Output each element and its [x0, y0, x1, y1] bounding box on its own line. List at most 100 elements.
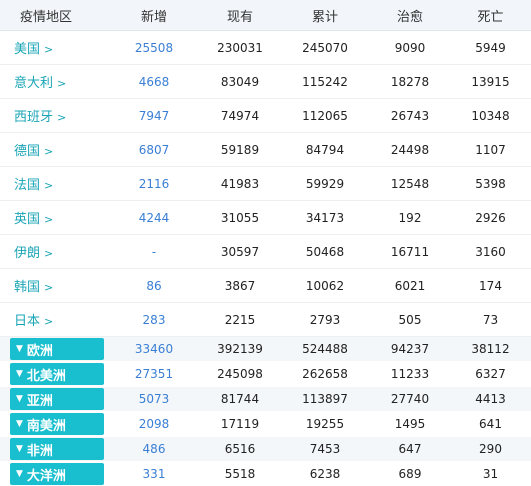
cell-dead: 5949	[475, 40, 506, 55]
continent-row: ▼ 非洲 486 6516 7453 647 290	[0, 437, 531, 461]
country-row[interactable]: 韩国 > 86 3867 10062 6021 174	[0, 269, 531, 303]
cell-current: 392139	[217, 342, 263, 356]
cell-current: 74974	[220, 108, 260, 123]
country-link[interactable]: 美国 >	[0, 38, 108, 57]
cell-current: 17119	[220, 417, 260, 431]
triangle-down-icon: ▼	[16, 394, 23, 404]
chevron-right-icon: >	[44, 179, 54, 192]
cell-cured: 16711	[390, 244, 430, 259]
cell-new: 331	[142, 467, 166, 481]
country-link[interactable]: 日本 >	[0, 310, 108, 329]
cell-current: 83049	[220, 74, 260, 89]
continent-toggle-button[interactable]: ▼ 亚洲	[10, 388, 104, 410]
cell-dead: 6327	[475, 367, 506, 381]
cell-new: 7947	[138, 108, 170, 123]
continent-toggle-button[interactable]: ▼ 南美洲	[10, 413, 104, 435]
cell-total: 262658	[302, 367, 348, 381]
cell-dead: 3160	[475, 244, 506, 259]
cell-cured: 192	[398, 210, 422, 225]
triangle-down-icon: ▼	[16, 444, 23, 454]
cell-current: 2215	[224, 312, 256, 327]
continent-toggle-button[interactable]: ▼ 大洋洲	[10, 463, 104, 485]
cell-total: 524488	[302, 342, 348, 356]
cell-dead: 174	[479, 278, 502, 293]
continent-row: ▼ 欧洲 33460 392139 524488 94237 38112	[0, 337, 531, 361]
header-cured: 治愈	[396, 9, 423, 25]
continent-name: 非洲	[26, 443, 53, 459]
cell-total: 34173	[305, 210, 345, 225]
country-row[interactable]: 法国 > 2116 41983 59929 12548 5398	[0, 167, 531, 201]
cell-current: 59189	[220, 142, 260, 157]
cell-current: 245098	[217, 367, 263, 381]
country-row[interactable]: 美国 > 25508 230031 245070 9090 5949	[0, 31, 531, 65]
table-header: 疫情地区 新增 现有 累计 治愈 死亡	[0, 0, 531, 31]
country-row[interactable]: 日本 > 283 2215 2793 505 73	[0, 303, 531, 337]
cell-cured: 647	[398, 442, 422, 456]
cell-new: 25508	[134, 40, 174, 55]
country-row[interactable]: 英国 > 4244 31055 34173 192 2926	[0, 201, 531, 235]
cell-dead: 1107	[475, 142, 506, 157]
country-name: 韩国	[14, 280, 41, 295]
country-name: 英国	[14, 212, 41, 227]
cell-new: 4244	[138, 210, 170, 225]
country-link[interactable]: 法国 >	[0, 174, 108, 193]
cell-cured: 12548	[390, 176, 430, 191]
chevron-right-icon: >	[44, 213, 54, 226]
country-link[interactable]: 韩国 >	[0, 276, 108, 295]
cell-cured: 18278	[390, 74, 430, 89]
cell-total: 19255	[305, 417, 345, 431]
triangle-down-icon: ▼	[16, 369, 23, 379]
continent-name: 欧洲	[26, 343, 53, 359]
cell-total: 10062	[305, 278, 345, 293]
cell-dead: 5398	[475, 176, 506, 191]
cell-cured: 1495	[394, 417, 426, 431]
country-row[interactable]: 德国 > 6807 59189 84794 24498 1107	[0, 133, 531, 167]
chevron-right-icon: >	[44, 281, 54, 294]
cell-current: 230031	[217, 40, 263, 55]
triangle-down-icon: ▼	[16, 419, 23, 429]
country-name: 法国	[14, 178, 41, 193]
country-link[interactable]: 英国 >	[0, 208, 108, 227]
cell-total: 84794	[305, 142, 345, 157]
chevron-right-icon: >	[44, 145, 54, 158]
cell-current: 41983	[220, 176, 260, 191]
continent-toggle-button[interactable]: ▼ 非洲	[10, 438, 104, 460]
cell-cured: 9090	[394, 40, 426, 55]
country-link[interactable]: 意大利 >	[0, 72, 108, 91]
cell-total: 2793	[309, 312, 341, 327]
cell-new: 86	[146, 278, 162, 293]
cell-dead: 641	[479, 417, 502, 431]
triangle-down-icon: ▼	[16, 344, 23, 354]
chevron-right-icon: >	[57, 77, 67, 90]
country-row[interactable]: 伊朗 > - 30597 50468 16711 3160	[0, 235, 531, 269]
cell-total: 50468	[305, 244, 345, 259]
cell-cured: 11233	[390, 367, 430, 381]
continent-toggle-button[interactable]: ▼ 欧洲	[10, 338, 104, 360]
country-name: 伊朗	[14, 246, 41, 261]
continent-name: 北美洲	[26, 368, 66, 384]
country-row[interactable]: 西班牙 > 7947 74974 112065 26743 10348	[0, 99, 531, 133]
cell-total: 112065	[302, 108, 348, 123]
country-link[interactable]: 西班牙 >	[0, 106, 108, 125]
country-link[interactable]: 伊朗 >	[0, 242, 108, 261]
country-row[interactable]: 意大利 > 4668 83049 115242 18278 13915	[0, 65, 531, 99]
chevron-right-icon: >	[44, 315, 54, 328]
chevron-right-icon: >	[57, 111, 67, 124]
country-link[interactable]: 德国 >	[0, 140, 108, 159]
cell-cured: 27740	[390, 392, 430, 406]
cell-new: 33460	[134, 342, 174, 356]
cell-dead: 10348	[471, 108, 510, 123]
cell-dead: 2926	[475, 210, 506, 225]
cell-dead: 38112	[471, 342, 510, 356]
cell-dead: 31	[482, 467, 499, 481]
cell-total: 7453	[309, 442, 341, 456]
country-name: 美国	[14, 42, 41, 57]
cell-new: -	[151, 244, 157, 259]
header-total: 累计	[311, 9, 338, 25]
continent-toggle-button[interactable]: ▼ 北美洲	[10, 363, 104, 385]
cell-cured: 24498	[390, 142, 430, 157]
chevron-right-icon: >	[44, 43, 54, 56]
cell-current: 31055	[220, 210, 260, 225]
cell-new: 283	[142, 312, 166, 327]
